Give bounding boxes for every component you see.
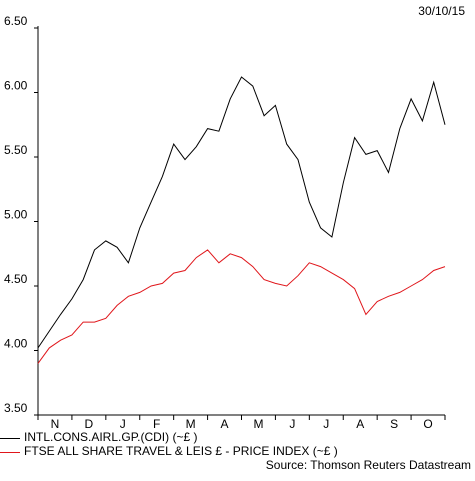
- legend-swatch-series-2: [0, 452, 20, 453]
- x-tick-label: D: [85, 417, 94, 431]
- y-tick-label: 6.00: [4, 79, 28, 93]
- y-tick-label: 4.00: [4, 337, 28, 351]
- date-label: 30/10/15: [418, 4, 465, 18]
- y-tick-label: 3.50: [4, 401, 28, 415]
- y-tick-label: 6.50: [4, 14, 28, 28]
- x-tick-label: A: [356, 417, 364, 431]
- x-tick-label: O: [423, 417, 432, 431]
- x-tick-label: A: [221, 417, 229, 431]
- x-tick-label: M: [253, 417, 263, 431]
- x-tick-label: S: [390, 417, 398, 431]
- x-tick-label: J: [120, 417, 126, 431]
- source-note: Source: Thomson Reuters Datastream: [265, 458, 471, 472]
- x-tick-label: J: [323, 417, 329, 431]
- series-line-2: [37, 249, 446, 364]
- x-tick-label: M: [186, 417, 196, 431]
- x-tick-label: J: [289, 417, 295, 431]
- y-tick-label: 4.50: [4, 272, 28, 286]
- legend-swatch-series-1: [0, 438, 20, 439]
- legend-label-series-1: INTL.CONS.AIRL.GP.(CDI) (~£ ): [24, 430, 198, 444]
- y-tick-label: 5.00: [4, 208, 28, 222]
- x-tick-label: F: [153, 417, 160, 431]
- legend-entry-series-1: INTL.CONS.AIRL.GP.(CDI) (~£ ): [0, 430, 475, 445]
- legend-label-series-2: FTSE ALL SHARE TRAVEL & LEIS £ - PRICE I…: [24, 444, 338, 458]
- x-tick-label: N: [51, 417, 60, 431]
- y-tick-label: 5.50: [4, 143, 28, 157]
- series-line-1: [37, 76, 446, 349]
- legend-entry-series-2: FTSE ALL SHARE TRAVEL & LEIS £ - PRICE I…: [0, 444, 475, 459]
